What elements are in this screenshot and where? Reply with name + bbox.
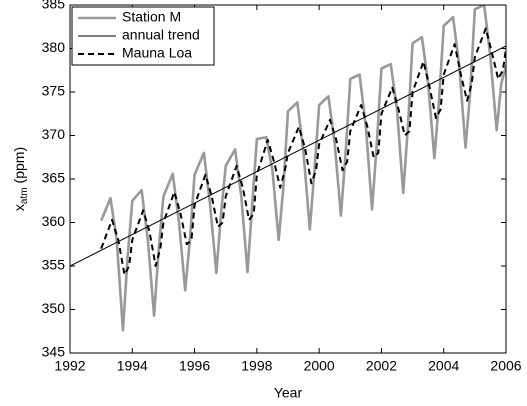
y-label-subscript: atm	[19, 187, 30, 204]
legend-label: Mauna Loa	[122, 45, 192, 61]
y-label-unit: (ppm)	[11, 147, 27, 184]
x-tick-label: 1994	[117, 358, 148, 374]
y-tick-label: 350	[42, 300, 66, 316]
data-line	[100, 27, 506, 276]
legend-label: Station M	[122, 9, 181, 25]
x-tick-label: 2002	[366, 358, 397, 374]
y-tick-label: 365	[42, 170, 66, 186]
plot-frame	[69, 4, 507, 354]
x-tick-label: 1996	[179, 358, 210, 374]
x-tick-label: 2004	[428, 358, 459, 374]
y-axis-label: xatm (ppm)	[11, 147, 30, 211]
y-tick-label: 375	[42, 83, 66, 99]
y-tick-label: 370	[42, 126, 66, 142]
x-axis-label: Year	[274, 385, 303, 401]
x-tick-label: 2006	[490, 358, 521, 374]
y-label-base: x	[11, 204, 27, 211]
x-tick-label: 1998	[241, 358, 272, 374]
y-tick-label: 360	[42, 213, 66, 229]
x-tick-label: 2000	[304, 358, 335, 374]
y-tick-label: 345	[42, 344, 66, 360]
y-tick-label: 355	[42, 257, 66, 273]
x-tick-label: 1992	[54, 358, 85, 374]
y-tick-label: 380	[42, 39, 66, 55]
y-tick-label: 385	[42, 0, 66, 12]
data-line	[99, 5, 506, 332]
legend-label: annual trend	[122, 27, 200, 43]
